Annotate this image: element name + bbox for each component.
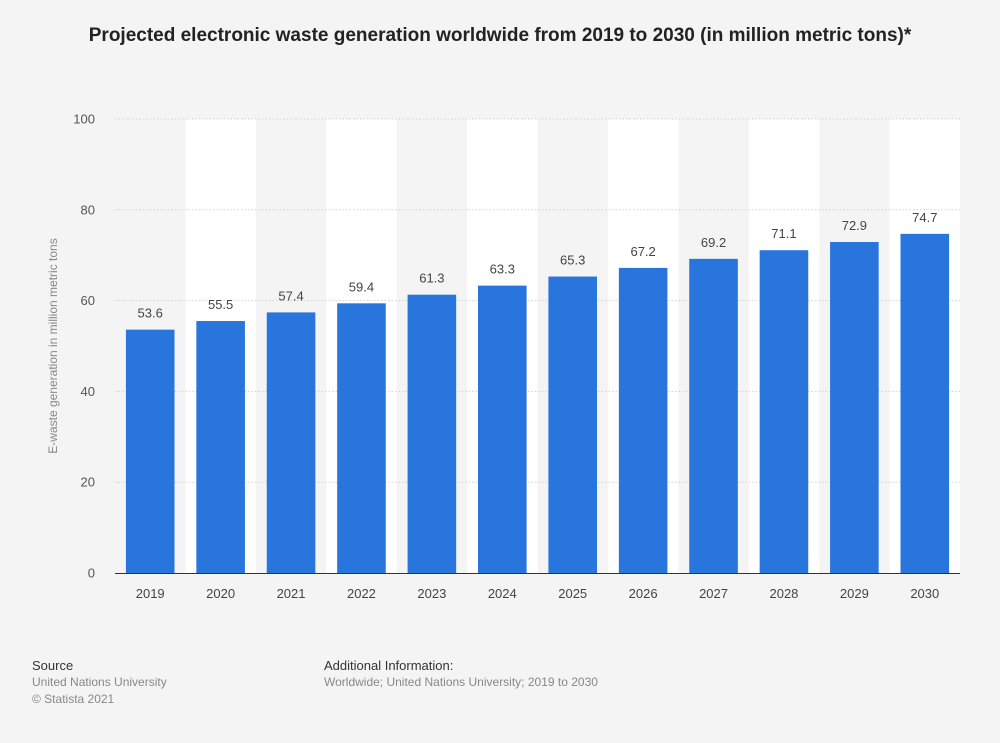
y-tick-label: 0 [88,566,95,581]
bars [125,233,950,573]
chart-title: Projected electronic waste generation wo… [88,25,912,46]
source-block: Source United Nations University © Stati… [32,657,167,708]
data-label: 61.3 [419,271,444,286]
bar [125,329,175,573]
y-tick-label: 60 [81,293,95,308]
bar [618,267,668,573]
y-tick-label: 100 [73,112,95,127]
bar [830,242,879,573]
data-label: 63.3 [490,262,515,277]
info-heading: Additional Information: [324,658,454,673]
data-label: 71.1 [771,226,796,241]
bar [900,233,950,573]
bar [337,303,386,573]
source-line: United Nations University [32,675,167,689]
data-label: 53.6 [138,306,163,321]
y-axis-ticks: 0 20 40 60 80 100 [73,112,95,581]
bar [266,312,316,573]
y-axis-label: E-waste generation in million metric ton… [46,238,60,453]
x-axis-ticks: 2019 2020 2021 2022 2023 2024 2025 2026 2027 2028… [136,586,940,601]
x-tick-label: 2021 [277,586,306,601]
data-label: 74.7 [912,210,937,225]
y-tick-label: 40 [81,384,95,399]
x-tick-label: 2020 [206,586,235,601]
copyright-line: © Statista 2021 [32,692,115,706]
data-labels: 53.6 55.5 57.4 59.4 61.3 63.3 65.3 67.2 69.2 71.1… [138,210,938,321]
x-tick-label: 2026 [629,586,658,601]
x-tick-label: 2022 [347,586,376,601]
x-tick-label: 2025 [558,586,587,601]
data-label: 69.2 [701,235,726,250]
data-label: 55.5 [208,297,233,312]
x-tick-label: 2030 [910,586,939,601]
data-label: 59.4 [349,279,374,294]
gridlines [115,118,960,483]
data-label: 65.3 [560,253,585,268]
additional-info-block: Additional Information: Worldwide; Unite… [324,657,598,691]
bar [759,250,809,573]
x-tick-label: 2028 [769,586,798,601]
x-tick-label: 2027 [699,586,728,601]
source-heading: Source [32,658,74,673]
data-label: 67.2 [630,244,655,259]
x-tick-label: 2023 [417,586,446,601]
x-tick-label: 2024 [488,586,517,601]
bar [196,321,245,573]
x-tick-label: 2029 [840,586,869,601]
x-tick-label: 2019 [136,586,165,601]
bar [689,258,738,573]
info-line: Worldwide; United Nations University; 20… [324,675,598,689]
y-tick-label: 80 [81,202,95,217]
bar [548,276,598,573]
bar [477,285,527,573]
bar [407,294,457,573]
data-label: 57.4 [278,288,303,303]
data-label: 72.9 [842,218,867,233]
y-tick-label: 20 [81,475,95,490]
